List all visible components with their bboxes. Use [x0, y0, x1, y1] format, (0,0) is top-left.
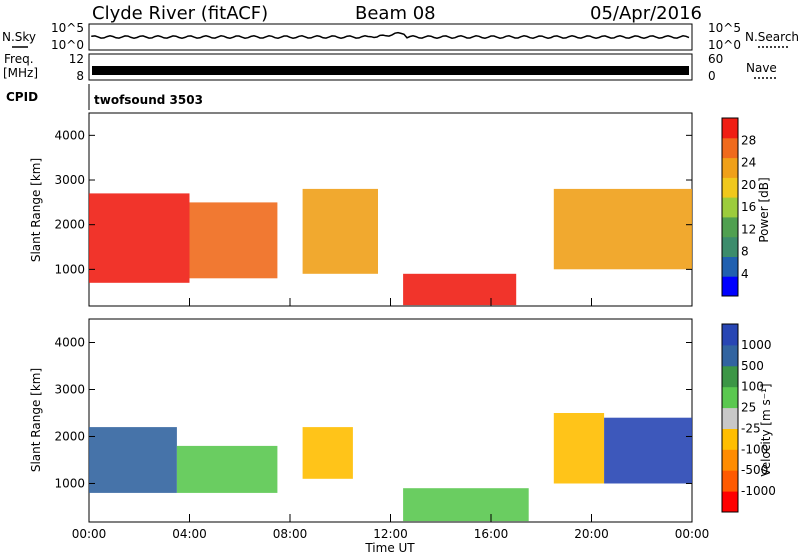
power-scatter-region	[89, 193, 190, 283]
nsearch-tick-bottom: 10^0	[708, 38, 741, 52]
velocity-colorbar-segment	[722, 324, 738, 346]
time-tick-label: 04:00	[172, 527, 207, 541]
freq-tick-bottom: 8	[76, 69, 84, 83]
power-colorbar-tick-label: 28	[741, 133, 756, 147]
time-tick-label: 08:00	[273, 527, 308, 541]
velocity-colorbar-segment	[722, 365, 738, 388]
x-axis-label: Time UT	[364, 541, 415, 554]
velocity-colorbar-tick-label: 25	[741, 401, 756, 415]
velocity-colorbar-segment	[722, 449, 738, 471]
freq-tick-top: 12	[69, 52, 84, 66]
nsky-label: N.Sky	[2, 30, 36, 44]
velocity-colorbar-tick-label: -500	[741, 463, 768, 477]
velocity-colorbar-segment	[722, 407, 738, 429]
velocity-colorbar-segment	[722, 344, 738, 367]
freq-label: Freq.	[4, 52, 34, 66]
velocity-colorbar-label: Velocity [m s⁻¹]	[759, 383, 773, 476]
power-scatter-region	[403, 273, 517, 306]
power-colorbar-segment	[722, 236, 738, 257]
nsky-trace	[91, 31, 690, 39]
power-ytick-label: 3000	[54, 173, 85, 187]
power-scatter-region	[302, 188, 378, 274]
power-ytick-label: 1000	[54, 262, 85, 276]
power-colorbar-tick-label: 20	[741, 178, 756, 192]
velocity-colorbar-tick-label: 1000	[741, 338, 772, 352]
velocity-panel: 1000 2000 3000 4000 Slant Range [km] -1000 -…	[29, 318, 776, 523]
power-colorbar-segment	[722, 276, 738, 297]
velocity-scatter-region	[302, 427, 353, 479]
velocity-colorbar-tick-label: -100	[741, 442, 768, 456]
velocity-ytick-label: 1000	[54, 476, 85, 490]
power-colorbar-tick-label: 16	[741, 200, 756, 214]
velocity-scatter-region	[89, 427, 177, 493]
cpid-label: CPID	[6, 90, 38, 104]
velocity-colorbar-segment	[722, 428, 738, 450]
velocity-ytick-label: 2000	[54, 429, 85, 443]
velocity-ytick-label: 3000	[54, 382, 85, 396]
power-colorbar-tick-label: 8	[741, 245, 749, 259]
freq-trace	[92, 66, 689, 75]
power-ytick-label: 2000	[54, 218, 85, 232]
nave-tick-top: 60	[708, 52, 723, 66]
power-panel: 1000 2000 3000 4000 Slant Range [km] 4 8 12 16…	[29, 112, 771, 307]
power-colorbar-frame	[721, 117, 739, 297]
power-colorbar-label: Power [dB]	[757, 177, 771, 242]
nsky-tick-top: 10^5	[51, 21, 84, 35]
velocity-ytick-label: 4000	[54, 335, 85, 349]
power-colorbar-segment	[722, 118, 738, 139]
nsearch-label: N.Search	[745, 30, 799, 44]
power-scatter-region	[553, 188, 692, 270]
power-scatter-region	[189, 202, 278, 279]
velocity-colorbar-tick-label: 500	[741, 359, 764, 373]
nave-tick-bottom: 0	[708, 69, 716, 83]
power-y-label: Slant Range [km]	[29, 158, 43, 262]
velocity-colorbar-frame	[721, 323, 739, 513]
time-tick-label: 16:00	[474, 527, 509, 541]
velocity-colorbar-tick-label: -1000	[741, 484, 776, 498]
station-title: Clyde River (fitACF)	[92, 3, 268, 24]
velocity-colorbar-segment	[722, 470, 738, 492]
freq-strip-frame	[88, 53, 693, 81]
freq-unit: [MHz]	[3, 66, 38, 80]
nsky-tick-bottom: 10^0	[51, 38, 84, 52]
velocity-scatter-region	[176, 445, 278, 493]
cpid-value: twofsound 3503	[94, 93, 203, 107]
power-colorbar-segment	[722, 197, 738, 218]
power-colorbar-segment	[722, 177, 738, 198]
power-colorbar-tick-label: 24	[741, 156, 756, 170]
beam-title: Beam 08	[355, 3, 436, 24]
power-colorbar-segment	[722, 216, 738, 238]
time-tick-label: 00:00	[675, 527, 710, 541]
velocity-colorbar-tick-label: -25	[741, 421, 761, 435]
power-colorbar-segment	[722, 256, 738, 277]
velocity-scatter-region	[604, 417, 692, 484]
nsearch-tick-top: 10^5	[708, 21, 741, 35]
time-tick-label: 20:00	[574, 527, 609, 541]
velocity-scatter-region	[553, 413, 605, 484]
velocity-scatter-region	[403, 488, 529, 522]
power-colorbar-tick-label: 4	[741, 267, 749, 281]
velocity-colorbar-tick-label: 100	[741, 380, 764, 394]
power-colorbar-tick-label: 12	[741, 222, 756, 236]
power-colorbar-segment	[722, 137, 738, 159]
power-colorbar-segment	[722, 157, 738, 178]
velocity-colorbar-segment	[722, 491, 738, 513]
velocity-colorbar-segment	[722, 386, 738, 409]
power-ytick-label: 4000	[54, 128, 85, 142]
time-tick-label: 00:00	[72, 527, 107, 541]
velocity-y-label: Slant Range [km]	[29, 368, 43, 472]
time-tick-label: 12:00	[373, 527, 408, 541]
nave-label: Nave	[746, 61, 777, 75]
nsky-strip-frame	[88, 23, 693, 51]
date-title: 05/Apr/2016	[590, 3, 702, 24]
